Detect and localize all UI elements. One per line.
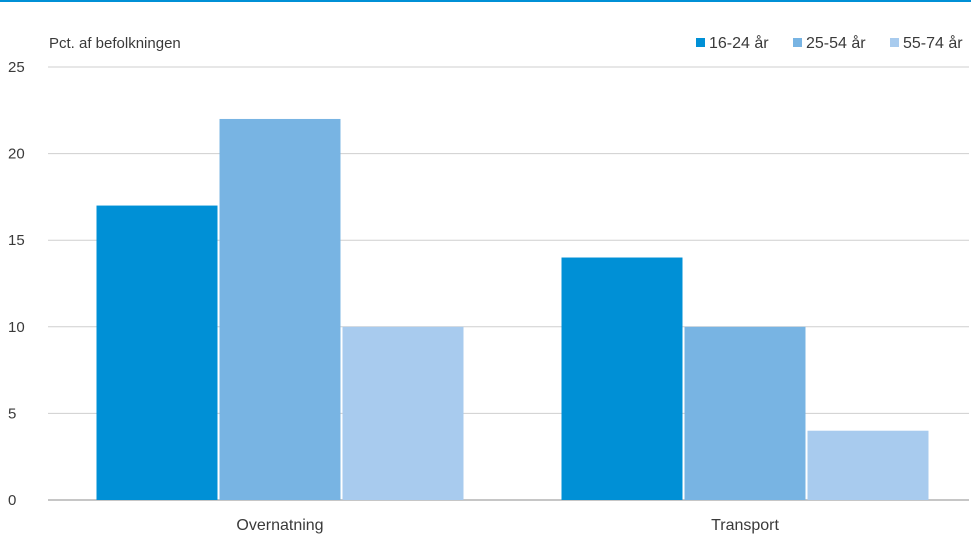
bars: [96, 118, 929, 501]
bar-overnatning-series-2: [219, 118, 341, 501]
x-category-label: Transport: [711, 517, 779, 534]
y-tick-label: 20: [8, 146, 25, 163]
y-tick-label: 15: [8, 232, 25, 249]
legend-label: 55-74 år: [903, 34, 963, 52]
legend-label: 16-24 år: [709, 34, 769, 52]
y-tick-label: 5: [8, 405, 16, 422]
bar-transport-series-1: [561, 257, 683, 500]
legend: 16-24 år 25-54 år 55-74 år: [696, 34, 963, 52]
bar-transport-series-3: [807, 430, 929, 500]
y-axis-ticks: 0 5 10 15 20 25: [8, 59, 25, 509]
y-tick-label: 25: [8, 59, 25, 76]
x-axis-categories: Overnatning Transport: [236, 517, 779, 534]
x-category-label: Overnatning: [236, 517, 323, 534]
legend-swatch: [890, 38, 899, 47]
y-tick-label: 10: [8, 319, 25, 336]
y-axis-label: Pct. af befolkningen: [49, 35, 181, 52]
legend-swatch: [793, 38, 802, 47]
top-rule: [0, 0, 971, 2]
legend-swatch: [696, 38, 705, 47]
bar-overnatning-series-3: [342, 326, 464, 500]
y-tick-label: 0: [8, 492, 16, 509]
legend-label: 25-54 år: [806, 34, 866, 52]
bar-overnatning-series-1: [96, 205, 218, 500]
bar-transport-series-2: [684, 326, 806, 500]
